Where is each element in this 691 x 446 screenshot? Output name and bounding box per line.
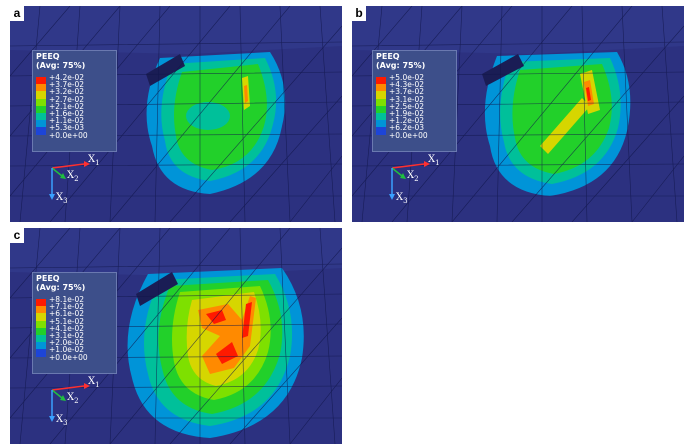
legend-value: +3.7e-02 [389,87,425,97]
legend-value: +6.1e-02 [49,309,85,319]
legend-value: +2.5e-02 [389,101,425,111]
fe-contour-plot [10,6,342,222]
legend-value: +0.0e+00 [49,352,88,362]
legend-value: +7.1e-02 [49,302,85,312]
axis-x1-label: X1 [428,154,440,167]
legend-value: +1.9e-02 [389,108,425,118]
axis-x1-label: X1 [88,376,100,389]
panel-b: b PEEQ (Avg: 75%) +5.0e-02 +4.3e-02 +3.7… [352,6,684,222]
legend-value: +3.7e-02 [49,80,85,90]
legend-value: +4.3e-02 [389,80,425,90]
panel-c: c PEEQ (Avg: 75%) +8.1e-02 +7.1e-02 +6.1… [10,228,342,444]
axis-triad-icon [49,161,90,200]
legend-title: PEEQ [36,274,60,283]
fe-contour-plot [352,6,684,222]
legend-title: PEEQ [376,52,400,61]
axis-triad-icon [389,161,430,200]
axis-x2-label: X2 [67,170,79,183]
legend-value: +3.2e-02 [49,87,85,97]
legend-value: +5.0e-02 [389,73,425,82]
legend-value: +2.7e-02 [49,94,85,104]
legend-value: +2.1e-02 [49,101,85,111]
legend-value: +5.3e-03 [49,123,85,133]
legend-title: PEEQ [36,52,60,61]
legend-value: +3.1e-02 [389,94,425,104]
legend-value: +4.2e-02 [49,73,85,82]
legend: PEEQ (Avg: 75%) +8.1e-02 +7.1e-02 +6.1e-… [32,272,117,374]
legend-value: +6.2e-03 [389,123,425,133]
axis-x3-label: X3 [56,192,68,205]
legend-value: +2.0e-02 [49,338,85,348]
legend-value: +3.1e-02 [49,330,85,340]
legend-subtitle: (Avg: 75%) [36,283,86,292]
panel-label: a [10,6,24,21]
axis-x1-label: X1 [88,154,100,167]
axis-x2-label: X2 [407,170,419,183]
legend-subtitle: (Avg: 75%) [36,61,86,70]
legend-value: +1.6e-02 [49,108,85,118]
panel-label: b [352,6,366,21]
axis-x3-label: X3 [396,192,408,205]
panel-label: c [10,228,24,243]
legend-subtitle: (Avg: 75%) [376,61,426,70]
legend-value: +0.0e+00 [49,130,88,140]
legend-value: +8.1e-02 [49,295,85,304]
axis-triad-icon [49,383,90,422]
legend-value: +4.1e-02 [49,323,85,333]
legend-value: +0.0e+00 [389,130,428,140]
legend-value: +1.2e-02 [389,116,425,126]
legend-value: +5.1e-02 [49,316,85,326]
panel-a: a PEEQ (Avg: 75%) +4.2e-02 +3.7e-02 +3.2… [10,6,342,222]
legend-value: +1.0e-02 [49,345,85,355]
legend: PEEQ (Avg: 75%) +5.0e-02 +4.3e-02 +3.7e-… [372,50,457,152]
axis-x2-label: X2 [67,392,79,405]
axis-x3-label: X3 [56,414,68,427]
legend-value: +1.1e-02 [49,116,85,126]
legend: PEEQ (Avg: 75%) +4.2e-02 +3.7e-02 +3.2e-… [32,50,117,152]
